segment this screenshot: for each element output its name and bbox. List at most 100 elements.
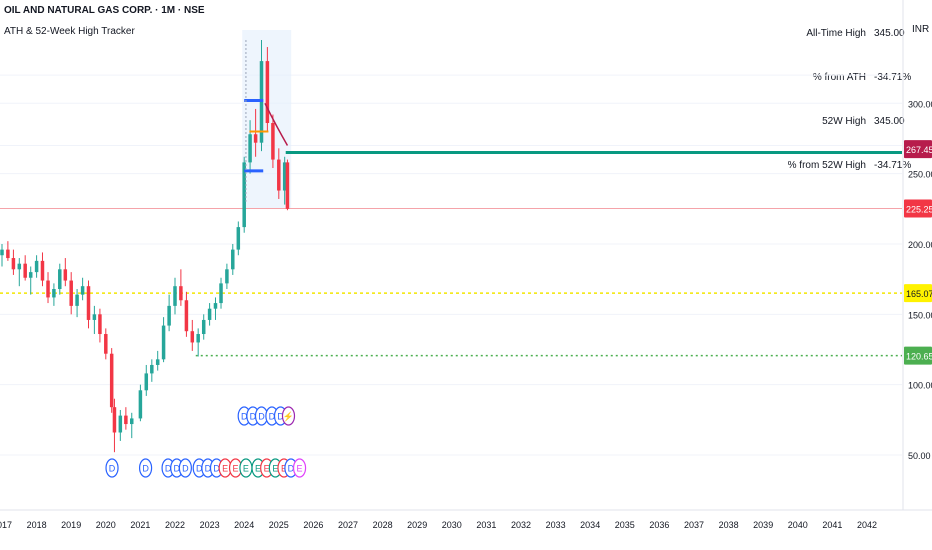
stat-row-pct-ath: % from ATH -34.71% <box>780 66 912 88</box>
event-marker-label: D <box>173 464 180 474</box>
stat-value: -34.71% <box>874 71 912 83</box>
event-marker-label: D <box>142 464 149 474</box>
candle-body <box>130 418 134 425</box>
x-tick-label: 2021 <box>130 520 150 530</box>
y-tick-label: 300.00 <box>908 99 932 109</box>
x-tick-label: 2025 <box>269 520 289 530</box>
x-tick-label: 2027 <box>338 520 358 530</box>
stat-label: % from ATH <box>812 71 866 83</box>
event-marker-label: D <box>269 412 276 422</box>
stat-label: All-Time High <box>806 27 866 39</box>
stat-label: 52W High <box>822 115 866 127</box>
candle-body <box>80 286 85 295</box>
x-tick-label: 2039 <box>753 520 773 530</box>
y-tick-label: 50.00 <box>908 451 931 461</box>
candle-body <box>184 300 189 332</box>
candle-body <box>17 263 22 270</box>
stat-value: 345.00 <box>874 27 905 39</box>
candle-body <box>118 415 123 433</box>
stat-row-52w: 52W High 345.00 <box>780 110 905 132</box>
candle-body <box>98 314 102 335</box>
x-tick-label: 2032 <box>511 520 531 530</box>
candle-body <box>271 123 275 160</box>
x-tick-label: 2041 <box>822 520 842 530</box>
event-marker-label: E <box>297 464 303 474</box>
indicator-name[interactable]: ATH & 52-Week High Tracker <box>4 26 135 37</box>
candle-body <box>104 334 108 354</box>
event-marker-label: D <box>250 412 257 422</box>
stat-value: 345.00 <box>874 115 905 127</box>
event-marker-label: ⚡ <box>283 411 294 423</box>
y-tick-label: 200.00 <box>908 240 932 250</box>
event-marker-label: E <box>264 464 270 474</box>
event-marker-label: D <box>196 464 203 474</box>
stat-value: -34.71% <box>874 159 912 171</box>
price-label-box <box>904 140 932 159</box>
event-marker-label: D <box>213 464 220 474</box>
stat-label: % from 52W High <box>787 159 866 171</box>
x-tick-label: 2034 <box>580 520 600 530</box>
candle-body <box>242 162 246 228</box>
event-marker <box>292 458 307 478</box>
candle-body <box>167 305 171 326</box>
candle-body <box>124 415 128 425</box>
x-tick-label: 2028 <box>373 520 393 530</box>
candle-body <box>46 280 50 298</box>
price-label-box <box>904 199 932 218</box>
candle-body <box>0 249 4 256</box>
x-tick-label: 2022 <box>165 520 185 530</box>
x-tick-label: 2036 <box>649 520 669 530</box>
event-marker-label: D <box>205 464 212 474</box>
x-tick-label: 2020 <box>96 520 116 530</box>
candle-body <box>63 269 68 281</box>
candle-body <box>40 260 45 281</box>
x-tick-label: 2023 <box>200 520 220 530</box>
x-tick-label: 2024 <box>234 520 254 530</box>
y-tick-label: 100.00 <box>908 381 932 391</box>
event-marker <box>105 458 119 478</box>
candle-body <box>179 286 183 301</box>
symbol-title: OIL AND NATURAL GAS CORP. · 1M · NSE <box>4 5 205 16</box>
event-marker-label: E <box>281 464 287 474</box>
candle-body <box>219 283 223 304</box>
price-label-box <box>904 346 932 365</box>
candle-body <box>248 134 252 163</box>
candle-body <box>23 263 27 278</box>
candle-body <box>253 134 258 143</box>
price-label-box <box>904 284 932 303</box>
candle-body <box>173 286 177 306</box>
price-label-text: 165.07 <box>906 289 932 299</box>
event-marker-label: D <box>277 412 284 422</box>
event-marker <box>281 406 296 426</box>
candle-body <box>92 314 97 320</box>
event-marker-label: E <box>222 464 228 474</box>
event-marker-label: E <box>243 464 249 474</box>
stat-row-pct-52w: % from 52W High -34.71% <box>780 154 912 176</box>
candle-body <box>109 353 114 408</box>
candle-body <box>6 249 10 259</box>
x-tick-label: 2019 <box>61 520 81 530</box>
candle-body <box>161 325 166 360</box>
event-marker-label: D <box>241 412 248 422</box>
y-tick-label: 250.00 <box>908 170 932 180</box>
candle-body <box>58 269 62 289</box>
stat-row-ath: All-Time High 345.00 <box>780 22 904 44</box>
x-tick-label: 2026 <box>303 520 323 530</box>
candle-body <box>34 260 39 273</box>
candle-body <box>11 258 16 270</box>
x-tick-label: 2017 <box>0 520 12 530</box>
candle-body <box>69 280 73 306</box>
candle-body <box>155 359 160 365</box>
candle-body <box>277 159 281 191</box>
event-marker-label: E <box>272 464 278 474</box>
price-label-text: 120.65 <box>906 352 932 362</box>
event-marker-label: D <box>258 412 265 422</box>
currency-label[interactable]: INR <box>912 24 930 35</box>
event-marker-label: E <box>255 464 261 474</box>
event-marker-label: E <box>233 464 239 474</box>
y-tick-label: 150.00 <box>908 310 932 320</box>
stats-table: All-Time High 345.00 % from ATH -34.71% … <box>780 22 912 198</box>
event-marker-label: D <box>288 464 295 474</box>
trend-curve <box>264 102 289 146</box>
